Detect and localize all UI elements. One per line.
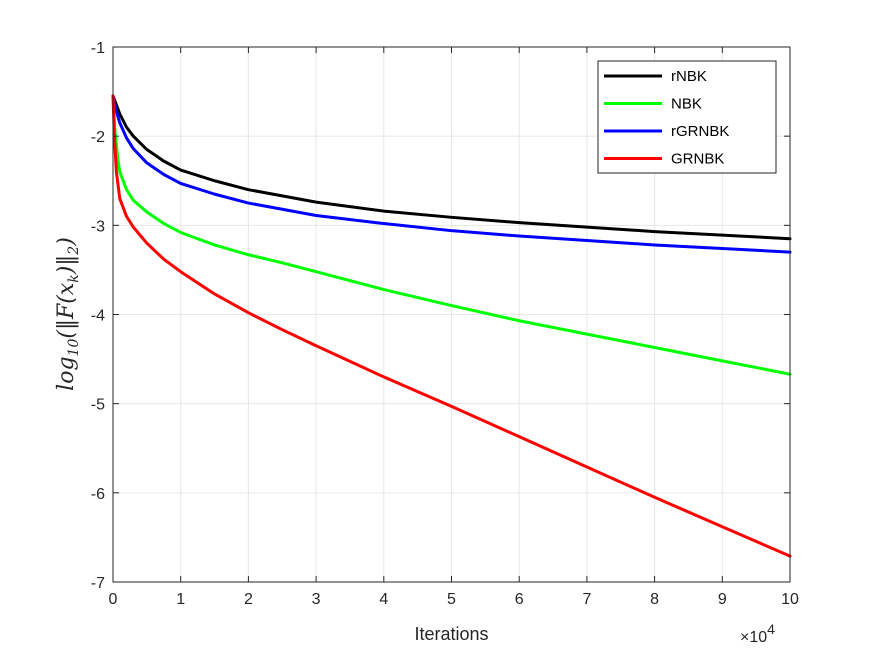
legend-label-grnbk: GRNBK <box>671 151 724 168</box>
x-tick-label: 10 <box>781 591 799 608</box>
x-tick-label: 6 <box>515 591 524 608</box>
legend-label-rgrnbk: rGRNBK <box>671 123 729 140</box>
y-axis-ticks: -7 -6 -5 -4 -3 -2 -1 <box>91 40 790 592</box>
x-exponent-label: ×104 <box>740 621 775 646</box>
legend-box <box>597 60 777 174</box>
series-line-grnbk <box>111 94 792 558</box>
x-tick-label: 8 <box>650 591 659 608</box>
x-tick-label: 5 <box>447 591 456 608</box>
y-tick-label: -3 <box>91 218 105 235</box>
x-tick-label: 1 <box>176 591 185 608</box>
x-tick-label: 0 <box>109 591 118 608</box>
x-tick-label: 3 <box>312 591 321 608</box>
x-tick-label: 4 <box>379 591 388 608</box>
legend-label-nbk: NBK <box>671 96 702 113</box>
x-tick-label: 9 <box>718 591 727 608</box>
y-tick-label: -5 <box>91 397 105 414</box>
legend: rNBK NBK rGRNBK GRNBK <box>597 60 777 174</box>
series-line-nbk <box>111 94 792 376</box>
legend-label-rnbk: rNBK <box>671 68 707 85</box>
y-tick-label: -2 <box>91 129 105 146</box>
series-line-rnbk <box>111 94 792 241</box>
y-tick-label: -4 <box>91 308 105 325</box>
x-axis-label: Iterations <box>414 624 488 644</box>
y-tick-label: -6 <box>91 486 105 503</box>
y-axis-label: log10(‖F(xk)‖2) <box>54 237 82 391</box>
series-layer <box>111 94 792 558</box>
x-tick-label: 2 <box>244 591 253 608</box>
y-tick-label: -7 <box>91 575 105 592</box>
x-axis-ticks: 0 1 2 3 4 5 6 7 8 9 10 <box>109 47 799 608</box>
y-tick-label: -1 <box>91 40 105 57</box>
series-line-rgrnbk <box>111 94 792 254</box>
x-tick-label: 7 <box>582 591 591 608</box>
